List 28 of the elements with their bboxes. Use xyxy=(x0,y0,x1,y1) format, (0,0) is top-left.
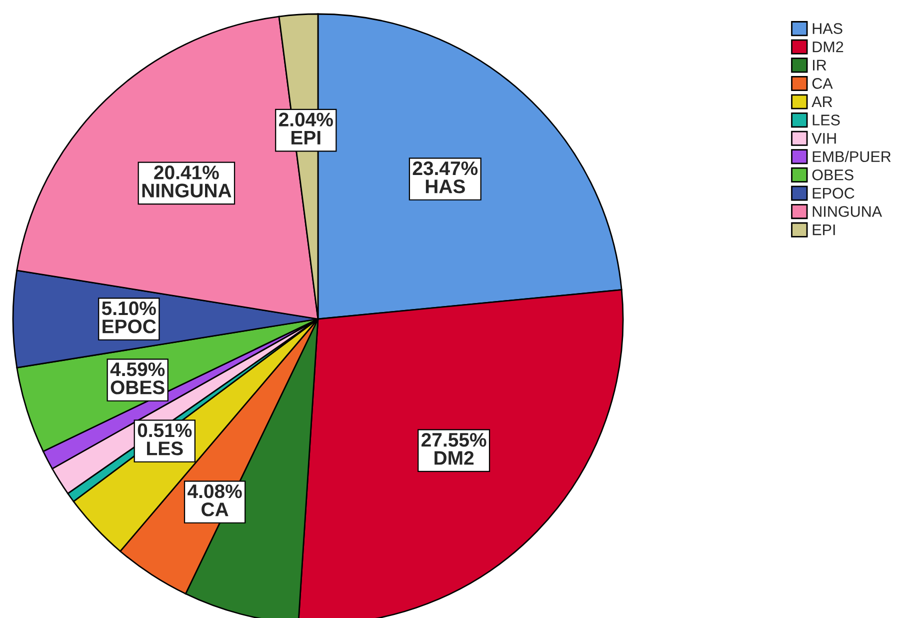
legend-label: EPI xyxy=(812,224,835,236)
slice-label: OBES xyxy=(110,380,164,394)
legend-label: IR xyxy=(813,60,826,70)
slice-label: EPOC xyxy=(102,320,156,334)
legend-label: DM2 xyxy=(812,41,844,52)
slice-label: EPI xyxy=(292,131,320,144)
slice-label: LES xyxy=(147,442,183,456)
data-label: 4.59% xyxy=(110,362,165,376)
legend-label: EPOC xyxy=(812,188,854,199)
data-label: 2.04% xyxy=(278,112,333,126)
data-label: 23.47% xyxy=(412,161,478,176)
legend-label: EMB/PUER xyxy=(812,150,891,162)
legend-label: CA xyxy=(812,78,833,89)
slice-label: CA xyxy=(202,502,228,516)
legend-label: NINGUNA xyxy=(812,206,882,217)
slice-label: NINGUNA xyxy=(142,184,232,198)
slice-label: HAS xyxy=(426,180,465,194)
legend-label: VIH xyxy=(812,133,836,144)
data-label: 5.10% xyxy=(102,301,156,316)
data-label: 0.51% xyxy=(138,423,192,438)
slice-label: DM2 xyxy=(434,451,474,465)
legend-label: AR xyxy=(812,96,832,107)
data-label: 4.08% xyxy=(188,484,242,498)
data-label: 20.41% xyxy=(154,166,219,180)
legend-label: LES xyxy=(812,114,840,126)
legend-label: HAS xyxy=(812,23,842,34)
data-label: 27.55% xyxy=(422,432,486,447)
legend-label: OBES xyxy=(812,170,854,180)
